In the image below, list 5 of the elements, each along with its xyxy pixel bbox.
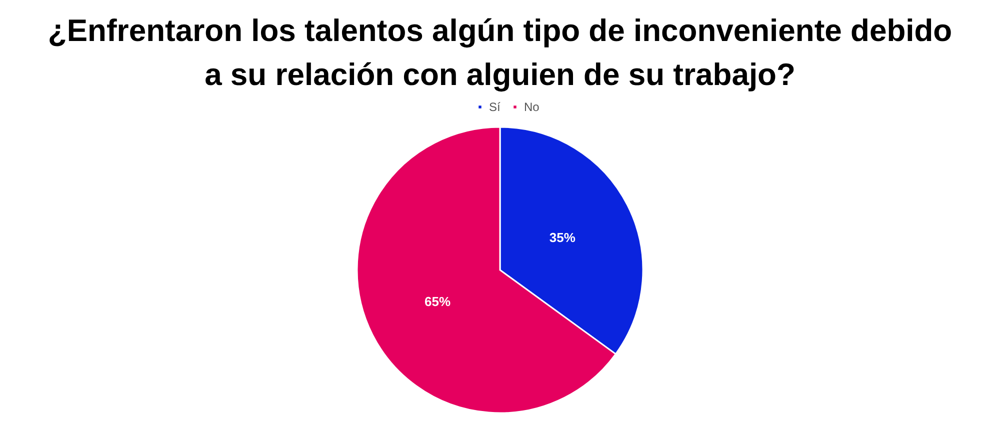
legend-label: Sí bbox=[489, 100, 502, 114]
chart-title: ¿Enfrentaron los talentos algún tipo de inconveniente debido a su relación con alguien de su trabajo? bbox=[48, 13, 952, 92]
legend-label: No bbox=[524, 100, 540, 114]
data-label: 65% bbox=[424, 294, 452, 309]
data-label: 35% bbox=[549, 230, 576, 246]
